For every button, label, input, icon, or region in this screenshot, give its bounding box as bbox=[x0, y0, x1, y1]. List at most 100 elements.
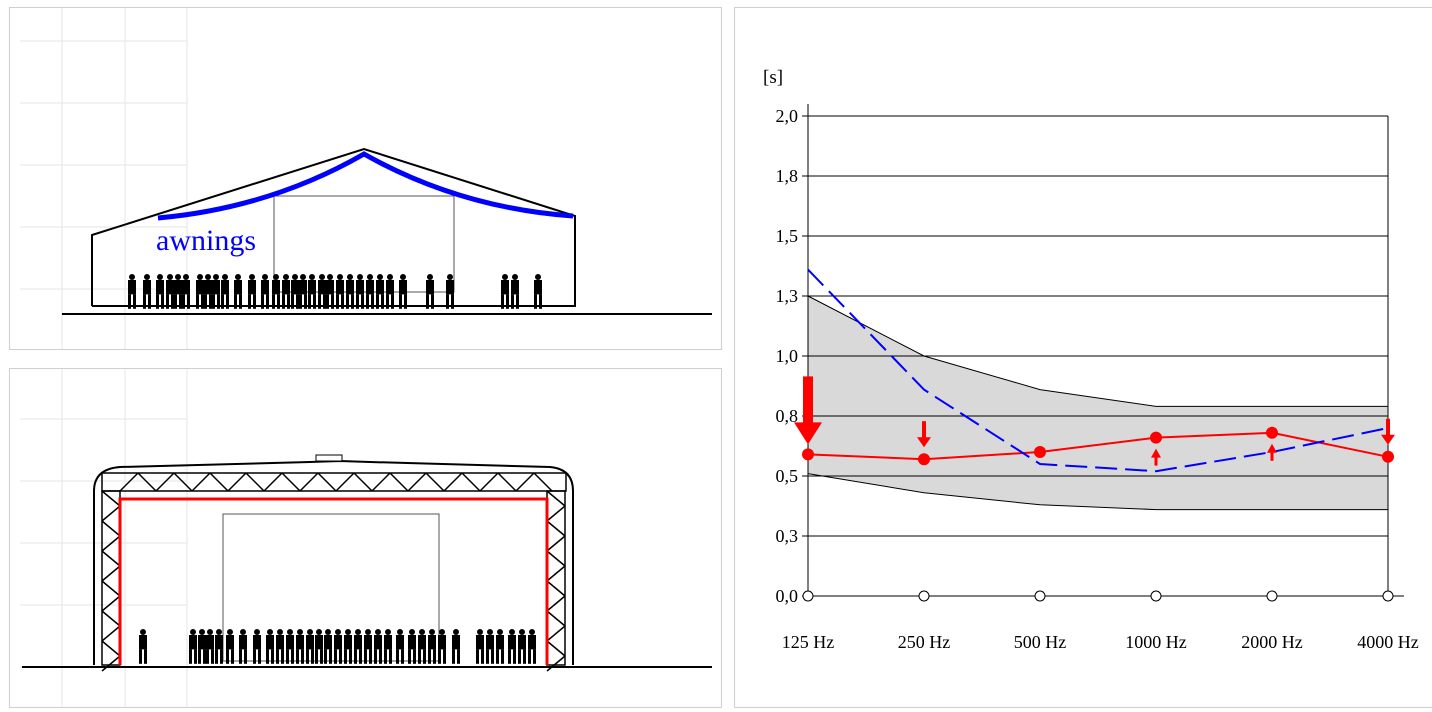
band-upper-edge bbox=[807, 295, 1388, 407]
person-silhouette bbox=[408, 629, 416, 664]
arrow-down-icon bbox=[794, 376, 822, 445]
person-silhouette bbox=[182, 274, 190, 309]
person-silhouette bbox=[174, 274, 182, 309]
arrows bbox=[794, 376, 1395, 466]
person-silhouette bbox=[364, 629, 372, 664]
person-silhouette bbox=[366, 274, 374, 309]
y-axis-label: [s] bbox=[763, 67, 783, 88]
series-line-measured bbox=[807, 431, 1389, 461]
person-silhouette bbox=[308, 274, 316, 309]
data-point bbox=[1382, 450, 1394, 463]
x-tick-label: 500 Hz bbox=[1014, 632, 1067, 652]
data-point bbox=[802, 448, 814, 461]
person-silhouette bbox=[426, 274, 434, 309]
arrow-down-icon bbox=[917, 421, 931, 448]
person-silhouette bbox=[418, 629, 426, 664]
person-silhouette bbox=[508, 629, 516, 664]
person-silhouette bbox=[396, 629, 404, 664]
person-silhouette bbox=[248, 274, 256, 309]
x-tick-marker bbox=[1266, 590, 1278, 602]
x-tick-label: 1000 Hz bbox=[1125, 632, 1187, 652]
person-silhouette bbox=[291, 274, 299, 309]
y-tick-label: 1,5 bbox=[776, 226, 799, 246]
person-silhouette bbox=[156, 274, 164, 309]
data-point bbox=[1150, 431, 1162, 444]
person-silhouette bbox=[215, 629, 223, 664]
person-silhouette bbox=[446, 274, 454, 309]
top-section-panel: awnings bbox=[9, 7, 722, 350]
person-silhouette bbox=[334, 629, 342, 664]
x-tick-marker bbox=[1150, 590, 1162, 602]
arrow-up-icon bbox=[1267, 443, 1277, 461]
person-silhouette bbox=[336, 274, 344, 309]
person-silhouette bbox=[253, 629, 261, 664]
person-silhouette bbox=[344, 629, 352, 664]
person-silhouette bbox=[346, 274, 354, 309]
person-silhouette bbox=[324, 629, 332, 664]
y-tick-label: 0,8 bbox=[776, 406, 799, 426]
series-line-dashed bbox=[807, 268, 1389, 473]
person-silhouette bbox=[476, 629, 484, 664]
y-tick-label: 1,3 bbox=[776, 286, 799, 306]
person-silhouette bbox=[438, 629, 446, 664]
person-silhouette bbox=[318, 274, 326, 309]
person-silhouette bbox=[128, 274, 136, 309]
gridlines bbox=[802, 104, 1404, 600]
reverberation-chart: [s] 0,0 0,3 0,5 0,8 1,0 1,3 1,5 1,8 2,0 125 Hz 25… bbox=[763, 67, 1419, 652]
person-silhouette bbox=[428, 629, 436, 664]
person-silhouette bbox=[143, 274, 151, 309]
crowd-group bbox=[128, 274, 542, 309]
x-tick-labels: 125 Hz 250 Hz 500 Hz 1000 Hz 2000 Hz 4000 Hz bbox=[782, 590, 1419, 652]
y-tick-label: 0,0 bbox=[776, 586, 799, 606]
tent-truss-drawing bbox=[20, 369, 712, 707]
tent-outline bbox=[91, 147, 576, 307]
y-tick-labels: 0,0 0,3 0,5 0,8 1,0 1,3 1,5 1,8 2,0 bbox=[776, 106, 799, 606]
person-silhouette bbox=[189, 629, 197, 664]
person-silhouette bbox=[272, 274, 280, 309]
background-grid bbox=[20, 8, 188, 349]
person-silhouette bbox=[296, 629, 304, 664]
truss-frame bbox=[101, 472, 567, 672]
x-tick-label: 250 Hz bbox=[898, 632, 951, 652]
person-silhouette bbox=[198, 629, 206, 664]
person-silhouette bbox=[496, 629, 504, 664]
person-silhouette bbox=[221, 274, 229, 309]
person-silhouette bbox=[501, 274, 509, 309]
x-tick-marker bbox=[1382, 590, 1394, 602]
person-silhouette bbox=[204, 274, 212, 309]
data-point bbox=[1034, 446, 1046, 458]
y-tick-label: 0,3 bbox=[776, 526, 799, 546]
person-silhouette bbox=[239, 629, 247, 664]
awnings-label: awnings bbox=[156, 224, 256, 257]
person-silhouette bbox=[234, 274, 242, 309]
person-silhouette bbox=[354, 629, 362, 664]
x-tick-marker bbox=[802, 590, 814, 602]
x-tick-label: 4000 Hz bbox=[1357, 632, 1419, 652]
data-point bbox=[918, 453, 930, 466]
y-tick-label: 0,5 bbox=[776, 466, 799, 486]
person-silhouette bbox=[261, 274, 269, 309]
person-silhouette bbox=[384, 629, 392, 664]
person-silhouette bbox=[528, 629, 536, 664]
series bbox=[802, 268, 1394, 473]
person-silhouette bbox=[196, 274, 204, 309]
y-tick-label: 1,0 bbox=[776, 346, 799, 366]
x-tick-label: 2000 Hz bbox=[1241, 632, 1303, 652]
person-silhouette bbox=[374, 629, 382, 664]
red-frame-highlight bbox=[118, 497, 549, 665]
person-silhouette bbox=[534, 274, 542, 309]
band-lower-edge bbox=[807, 473, 1388, 511]
person-silhouette bbox=[486, 629, 494, 664]
person-silhouette bbox=[282, 274, 290, 309]
person-silhouette bbox=[452, 629, 460, 664]
x-tick-marker bbox=[1034, 590, 1046, 602]
person-silhouette bbox=[399, 274, 407, 309]
y-tick-label: 1,8 bbox=[776, 166, 799, 186]
person-silhouette bbox=[315, 629, 323, 664]
person-silhouette bbox=[511, 274, 519, 309]
person-silhouette bbox=[518, 629, 526, 664]
roof-vent bbox=[315, 454, 343, 462]
person-silhouette bbox=[226, 629, 234, 664]
person-silhouette bbox=[276, 629, 284, 664]
tolerance-band bbox=[807, 295, 1388, 511]
